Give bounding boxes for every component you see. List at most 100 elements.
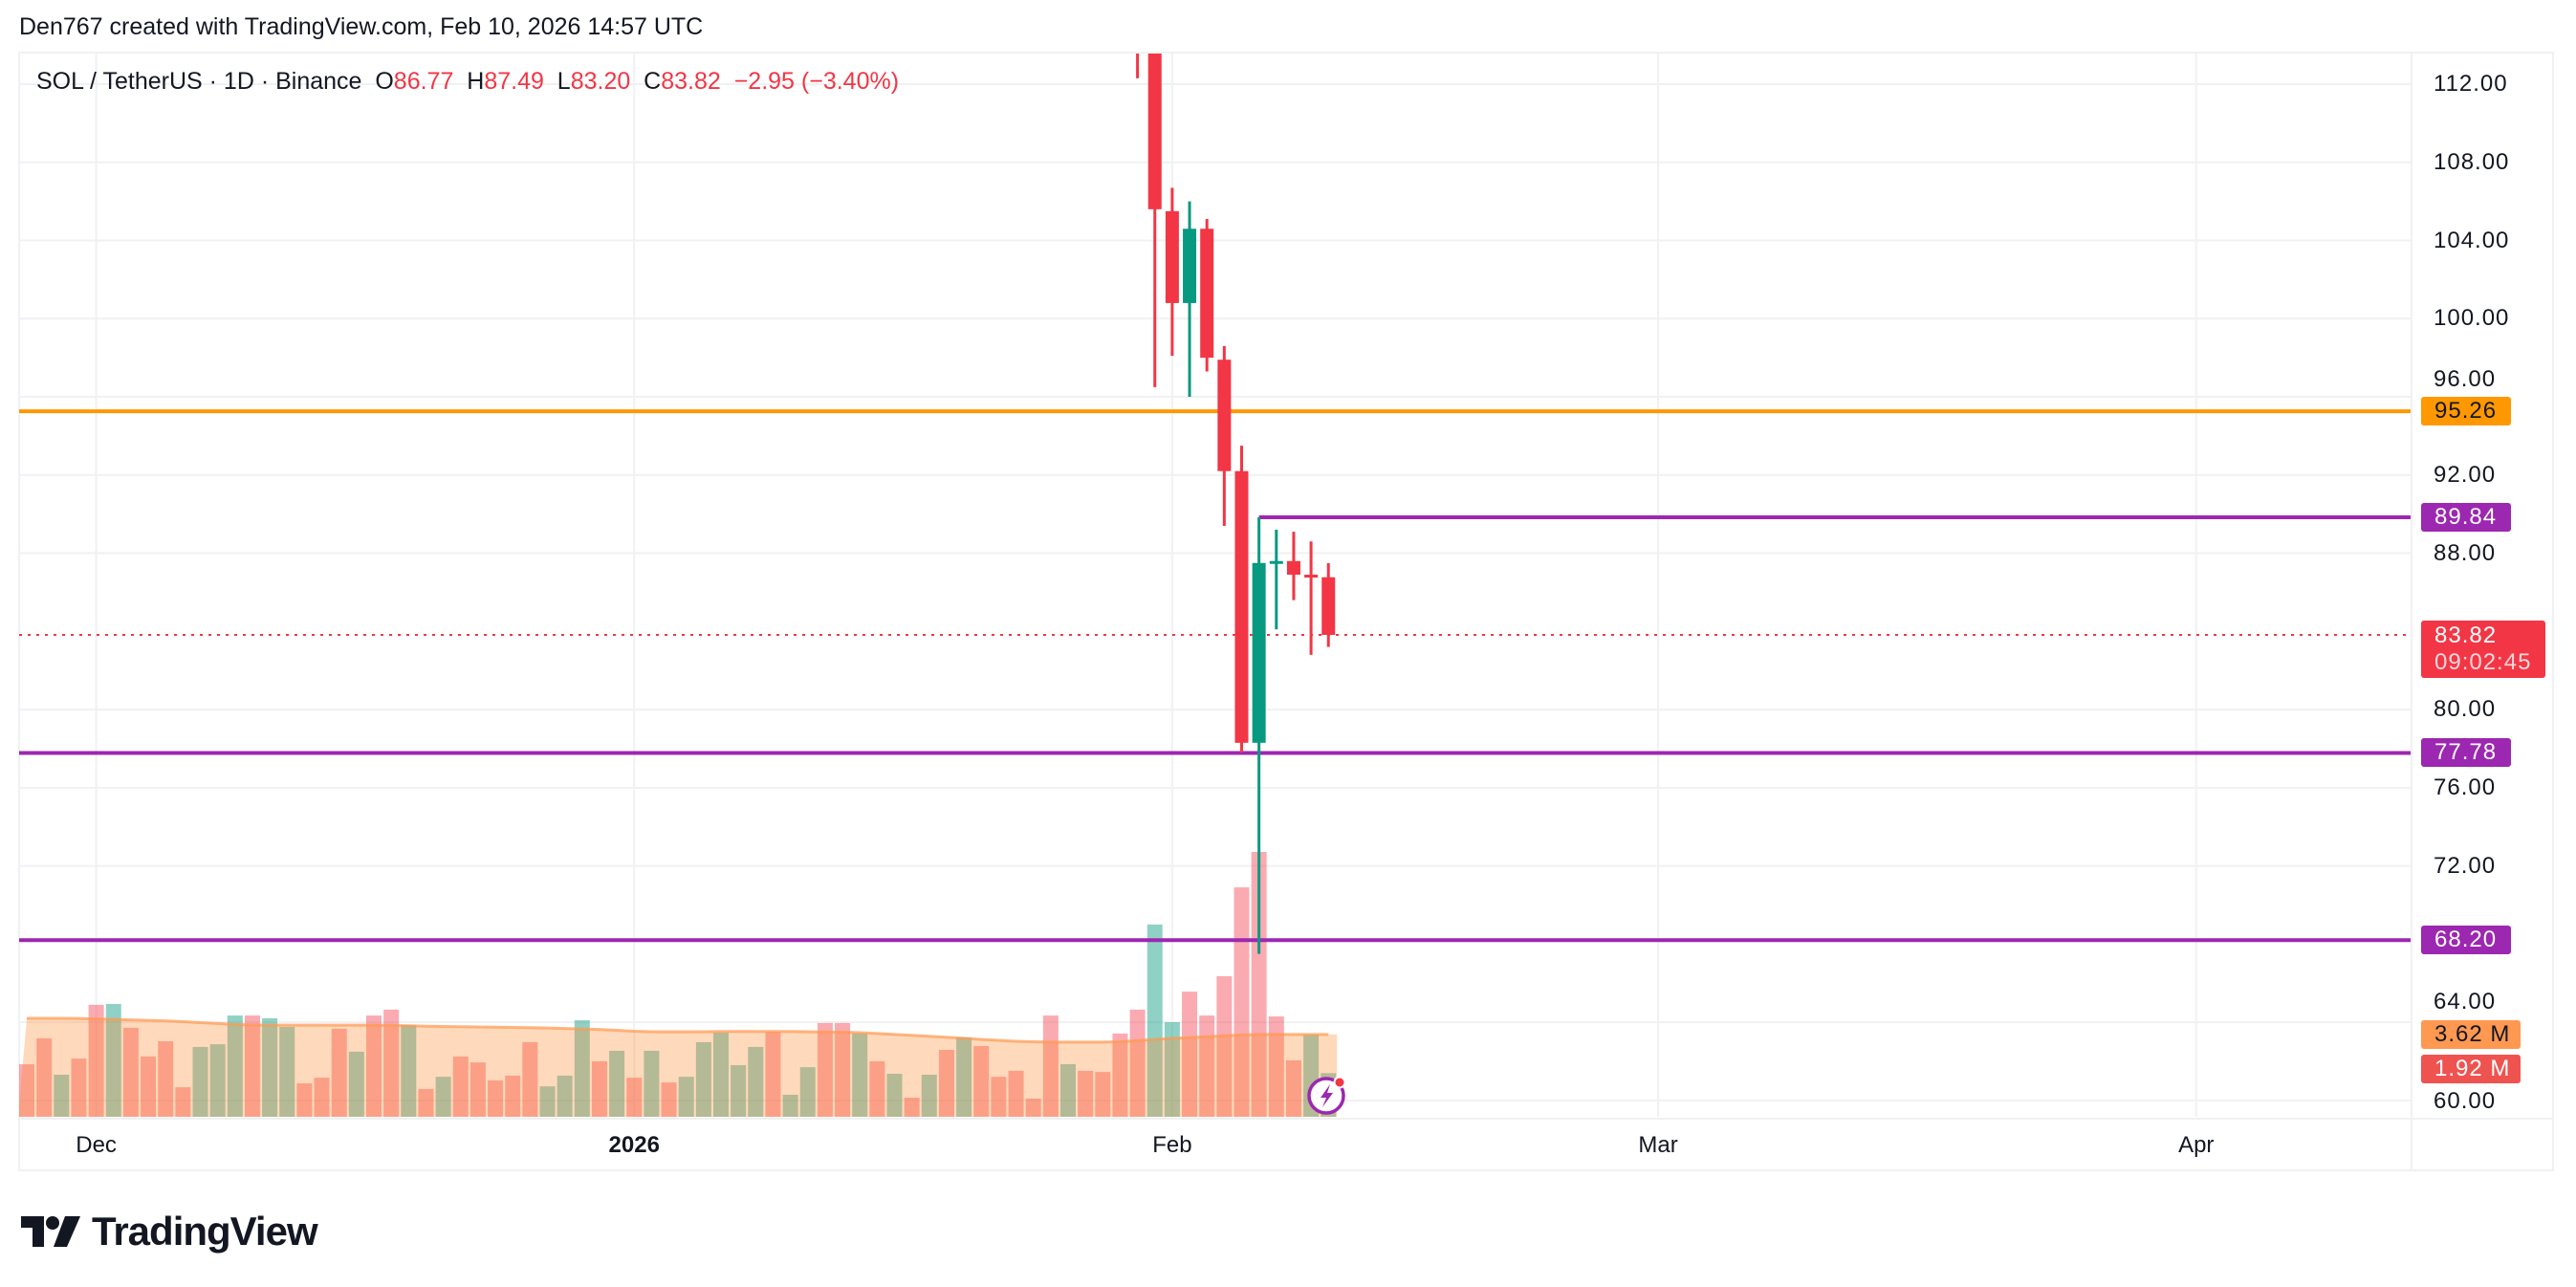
candle — [1165, 187, 1179, 357]
volume-bar — [1025, 1098, 1041, 1117]
volume-bar — [469, 1062, 486, 1117]
volume-bar — [539, 1086, 556, 1117]
volume-bar — [678, 1077, 694, 1117]
volume-bar — [557, 1075, 573, 1117]
candle-body — [1165, 210, 1179, 303]
level-price-label: 77.78 — [2421, 738, 2511, 768]
volume-bar — [1216, 975, 1233, 1117]
candle — [1147, 54, 1162, 387]
volume-bar — [799, 1067, 816, 1117]
volume-bar — [522, 1041, 538, 1117]
candle-body — [1147, 54, 1162, 209]
volume-bar — [591, 1060, 607, 1117]
tradingview-logo-text: TradingView — [92, 1209, 318, 1254]
volume-bar — [262, 1017, 278, 1117]
symbol-title[interactable]: SOL / TetherUS · 1D · Binance — [36, 68, 362, 95]
volume-bar — [383, 1009, 400, 1117]
volume-bar — [88, 1004, 104, 1117]
price-tick-label: 108.00 — [2434, 148, 2510, 175]
time-tick-label: Feb — [1152, 1132, 1192, 1158]
time-tick-label: 2026 — [608, 1132, 660, 1158]
volume-bar — [488, 1080, 504, 1117]
volume-bar — [54, 1074, 70, 1117]
volume-ma-area — [19, 1017, 1338, 1117]
volume-bar — [1008, 1070, 1024, 1117]
candle — [1269, 530, 1283, 630]
time-tick-label: Mar — [1638, 1132, 1678, 1158]
candle — [1131, 0, 1145, 78]
volume-bar — [956, 1036, 972, 1117]
volume-bar — [1164, 1021, 1180, 1117]
volume-bar — [175, 1087, 191, 1117]
time-tick-label: Apr — [2178, 1132, 2215, 1158]
candle-body — [1234, 470, 1249, 743]
volume-bar — [626, 1078, 643, 1117]
volume-bar — [609, 1050, 625, 1117]
volume-bar — [331, 1028, 347, 1117]
candle — [1286, 532, 1300, 600]
volume-bar — [1199, 1015, 1215, 1117]
volume-bar — [713, 1032, 729, 1117]
close-label: C — [644, 68, 662, 95]
volume-bar — [869, 1060, 885, 1117]
volume-bar — [886, 1074, 903, 1117]
volume-bar — [435, 1077, 451, 1117]
current-price-label: 83.82 09:02:45 — [2421, 620, 2545, 678]
volume-bar — [574, 1020, 590, 1117]
price-tick-label: 112.00 — [2434, 71, 2508, 97]
price-tick-label: 92.00 — [2434, 461, 2497, 488]
candle-body — [1131, 0, 1145, 45]
volume-bars — [19, 851, 1338, 1117]
high-value: 87.49 — [484, 68, 544, 95]
volume-bar — [852, 1033, 868, 1117]
volume-bar — [1060, 1064, 1076, 1117]
price-tick-label: 60.00 — [2434, 1087, 2497, 1114]
price-tick-label: 100.00 — [2434, 305, 2510, 332]
volume-bar — [314, 1078, 330, 1117]
volume-bar — [158, 1040, 174, 1117]
candle-body — [1321, 577, 1336, 635]
volume-bar — [904, 1098, 920, 1117]
tradingview-logo[interactable]: TradingView — [21, 1209, 318, 1254]
change-value: −2.95 (−3.40%) — [733, 68, 900, 95]
volume-bar — [279, 1026, 295, 1117]
price-tick-label: 88.00 — [2434, 539, 2497, 566]
volume-bar — [1095, 1072, 1111, 1117]
candle-body — [1217, 360, 1232, 471]
volume-bar — [19, 1064, 34, 1117]
candle-body — [1183, 229, 1197, 303]
candle — [1234, 446, 1249, 753]
open-value: 86.77 — [393, 68, 454, 95]
level-price-label: 89.84 — [2421, 502, 2511, 532]
time-tick-label: Dec — [76, 1132, 117, 1158]
volume-bar — [1182, 992, 1198, 1117]
volume-bar — [748, 1046, 764, 1117]
volume-bar — [227, 1015, 243, 1117]
chart-frame — [18, 52, 2554, 1171]
candle — [1304, 541, 1319, 655]
volume-bar — [296, 1083, 313, 1117]
volume-bar — [695, 1041, 711, 1117]
tradingview-logo-icon — [21, 1216, 80, 1247]
volume-last-label: 1.92 M — [2421, 1055, 2521, 1083]
price-tick-label: 76.00 — [2434, 774, 2497, 800]
candle-body — [1304, 575, 1319, 578]
candle-body — [1269, 560, 1283, 564]
candle — [1252, 516, 1266, 954]
grid — [19, 54, 2412, 1117]
candle — [1217, 345, 1232, 526]
lightning-icon[interactable] — [1306, 1073, 1350, 1117]
volume-bar — [1285, 1059, 1301, 1117]
candle-body — [1252, 562, 1266, 743]
candle — [1200, 219, 1214, 372]
price-tick-label: 96.00 — [2434, 366, 2497, 393]
current-price-value: 83.82 — [2434, 622, 2498, 648]
level-price-label: 68.20 — [2421, 926, 2511, 955]
volume-bar — [505, 1075, 521, 1117]
chart-credit: Den767 created with TradingView.com, Feb… — [19, 13, 704, 40]
price-tick-label: 72.00 — [2434, 852, 2497, 879]
volume-bar — [782, 1094, 798, 1117]
volume-bar — [938, 1050, 954, 1117]
volume-bar — [731, 1064, 747, 1117]
